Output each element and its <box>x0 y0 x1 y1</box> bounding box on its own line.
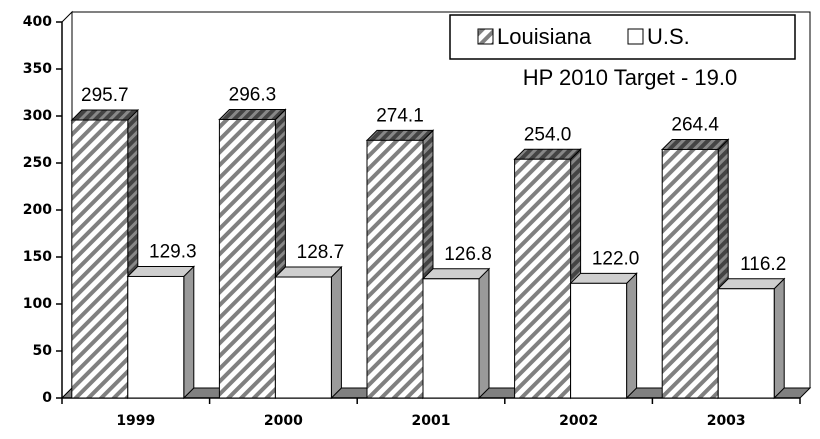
bar-top <box>274 266 343 278</box>
bar-front <box>514 158 572 399</box>
bar <box>274 265 343 400</box>
y-tick-label: 150 <box>23 249 52 265</box>
bar-top <box>660 138 730 150</box>
bar <box>569 272 638 400</box>
bar-top <box>70 109 140 121</box>
value-label: 296.3 <box>229 84 277 105</box>
y-tick-label: 100 <box>23 296 52 312</box>
legend-label: U.S. <box>647 24 690 49</box>
bar <box>218 108 287 400</box>
value-label: 274.1 <box>376 105 424 126</box>
x-tick-label: 1999 <box>116 413 155 429</box>
x-tick-label: 2001 <box>412 413 451 429</box>
y-tick-label: 300 <box>23 108 52 124</box>
bar-side <box>773 277 785 400</box>
y-tick-label: 350 <box>23 61 52 77</box>
x-tick-label: 2002 <box>559 413 598 429</box>
bar-top <box>218 108 287 120</box>
legend-label: Louisiana <box>497 24 592 49</box>
side-wall <box>61 10 73 400</box>
bar-side <box>626 272 638 400</box>
bar-front <box>661 148 719 399</box>
bar <box>421 267 491 400</box>
bar-front <box>422 278 480 399</box>
bar-top <box>513 148 582 160</box>
value-label: 129.3 <box>149 241 197 262</box>
bar-front <box>717 288 775 399</box>
y-tick-label: 400 <box>23 14 52 30</box>
y-tick-label: 250 <box>23 155 52 171</box>
x-tick-label: 2000 <box>264 413 303 429</box>
value-label: 122.0 <box>592 248 640 269</box>
legend-swatch <box>627 28 644 45</box>
value-label: 264.4 <box>671 114 719 135</box>
bar-front <box>127 275 185 399</box>
legend-swatch <box>477 28 494 45</box>
bar <box>716 277 786 400</box>
bar-top <box>126 265 196 277</box>
bar-front <box>570 282 628 399</box>
bar-side <box>478 267 490 400</box>
bar-side <box>330 265 342 400</box>
x-tick-label: 2003 <box>707 413 746 429</box>
y-tick-label: 0 <box>42 390 52 406</box>
value-label: 126.8 <box>444 244 492 265</box>
bar-front <box>274 276 332 399</box>
bar <box>126 265 196 400</box>
bar-front <box>366 139 424 399</box>
bar-top <box>716 278 786 290</box>
legend-box <box>449 14 796 60</box>
value-label: 116.2 <box>740 254 786 275</box>
bar-top <box>365 129 435 141</box>
bar-front <box>71 119 129 399</box>
bar <box>365 129 435 400</box>
bar-top <box>569 272 638 284</box>
y-tick-label: 200 <box>23 202 52 218</box>
bar-side <box>183 265 195 400</box>
value-label: 295.7 <box>81 85 129 106</box>
legend: Louisiana U.S. <box>449 14 796 60</box>
annotation: HP 2010 Target - 19.0 <box>523 65 737 90</box>
bar-front <box>218 118 276 399</box>
value-label: 128.7 <box>297 242 345 263</box>
value-label: 254.0 <box>524 124 572 145</box>
bar-top <box>421 268 491 280</box>
y-tick-label: 50 <box>33 343 53 359</box>
